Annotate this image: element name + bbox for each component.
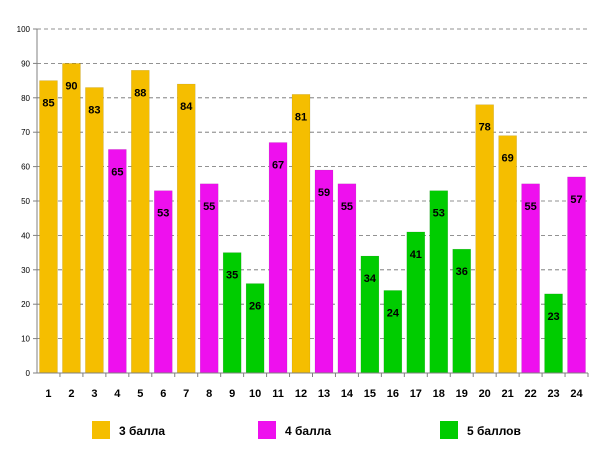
x-tick-label: 17: [410, 388, 422, 400]
legend-swatch: [440, 421, 458, 439]
bar: [268, 142, 288, 374]
x-tick-label: 7: [183, 388, 189, 400]
bars: 85 90 83 65 88 53 84 55 35 26 67 81 59 55 34 24 41 53 36 78…: [39, 63, 586, 374]
data-label: 55: [341, 201, 353, 213]
x-tick-label: 22: [524, 388, 536, 400]
data-label: 26: [249, 301, 261, 313]
x-tick-label: 13: [318, 388, 330, 400]
data-label: 59: [318, 187, 330, 199]
legend-swatch: [258, 421, 276, 439]
data-label: 34: [364, 273, 377, 285]
y-tick-label: 0: [26, 369, 31, 378]
data-label: 85: [42, 98, 54, 110]
data-label: 36: [456, 266, 468, 278]
y-tick-label: 10: [21, 335, 30, 344]
gridlines: [37, 28, 588, 340]
x-tick-label: 16: [387, 388, 399, 400]
bar: [314, 169, 334, 374]
x-tick-label: 5: [137, 388, 143, 400]
bar: [62, 63, 81, 374]
bar: [567, 176, 586, 374]
data-label: 55: [524, 201, 536, 213]
x-tick-label: 3: [91, 388, 97, 400]
data-label: 55: [203, 201, 215, 213]
data-label: 57: [570, 194, 582, 206]
bar: [498, 135, 517, 374]
legend-swatch: [92, 421, 110, 439]
legend-label: 5 баллов: [467, 424, 521, 438]
data-label: 81: [295, 111, 307, 123]
bar: [475, 104, 494, 374]
x-tick-label: 12: [295, 388, 307, 400]
data-label: 88: [134, 87, 146, 99]
x-tick-label: 23: [547, 388, 559, 400]
x-tick-label: 10: [249, 388, 261, 400]
y-tick-label: 50: [21, 197, 30, 206]
x-tick-label: 21: [502, 388, 514, 400]
bar: [108, 149, 127, 374]
data-label: 53: [433, 208, 445, 220]
x-tick-label: 24: [570, 388, 583, 400]
y-tick-label: 20: [21, 300, 30, 309]
bar: [544, 293, 563, 374]
x-tick-label: 2: [68, 388, 74, 400]
data-label: 65: [111, 166, 123, 178]
bar: [85, 87, 104, 374]
x-tick-label: 9: [229, 388, 235, 400]
data-label: 83: [88, 104, 100, 116]
y-tick-label: 40: [21, 231, 30, 240]
y-tick-label: 60: [21, 163, 30, 172]
bar: [39, 80, 58, 374]
data-label: 67: [272, 160, 284, 172]
x-tick-label: 15: [364, 388, 376, 400]
data-label: 53: [157, 208, 169, 220]
y-tick-label: 90: [21, 59, 30, 68]
data-label: 24: [387, 307, 400, 319]
legend-label: 3 балла: [119, 424, 165, 438]
x-tick-label: 6: [160, 388, 166, 400]
data-label: 41: [410, 249, 422, 261]
y-tick-label: 70: [21, 128, 30, 137]
y-tick-label: 100: [17, 25, 31, 34]
data-label: 35: [226, 270, 238, 282]
data-label: 84: [180, 101, 193, 113]
x-tick-label: 8: [206, 388, 212, 400]
x-tick-label: 20: [479, 388, 491, 400]
x-tick-label: 14: [341, 388, 354, 400]
data-label: 23: [547, 311, 559, 323]
data-label: 69: [502, 153, 514, 165]
y-tick-label: 30: [21, 266, 30, 275]
bar: [131, 70, 150, 374]
bar: [245, 283, 265, 374]
bar: [291, 94, 311, 374]
x-tick-label: 18: [433, 388, 445, 400]
data-label: 90: [65, 80, 77, 92]
x-tick-label: 19: [456, 388, 468, 400]
x-tick-label: 11: [272, 388, 284, 400]
x-tick-label: 4: [114, 388, 121, 400]
bar: [176, 83, 196, 374]
x-tick-label: 1: [45, 388, 51, 400]
legend: 3 балла 4 балла 5 баллов: [92, 421, 521, 439]
data-label: 78: [479, 122, 491, 134]
bar: [383, 290, 403, 374]
legend-label: 4 балла: [285, 424, 331, 438]
y-tick-label: 80: [21, 94, 30, 103]
